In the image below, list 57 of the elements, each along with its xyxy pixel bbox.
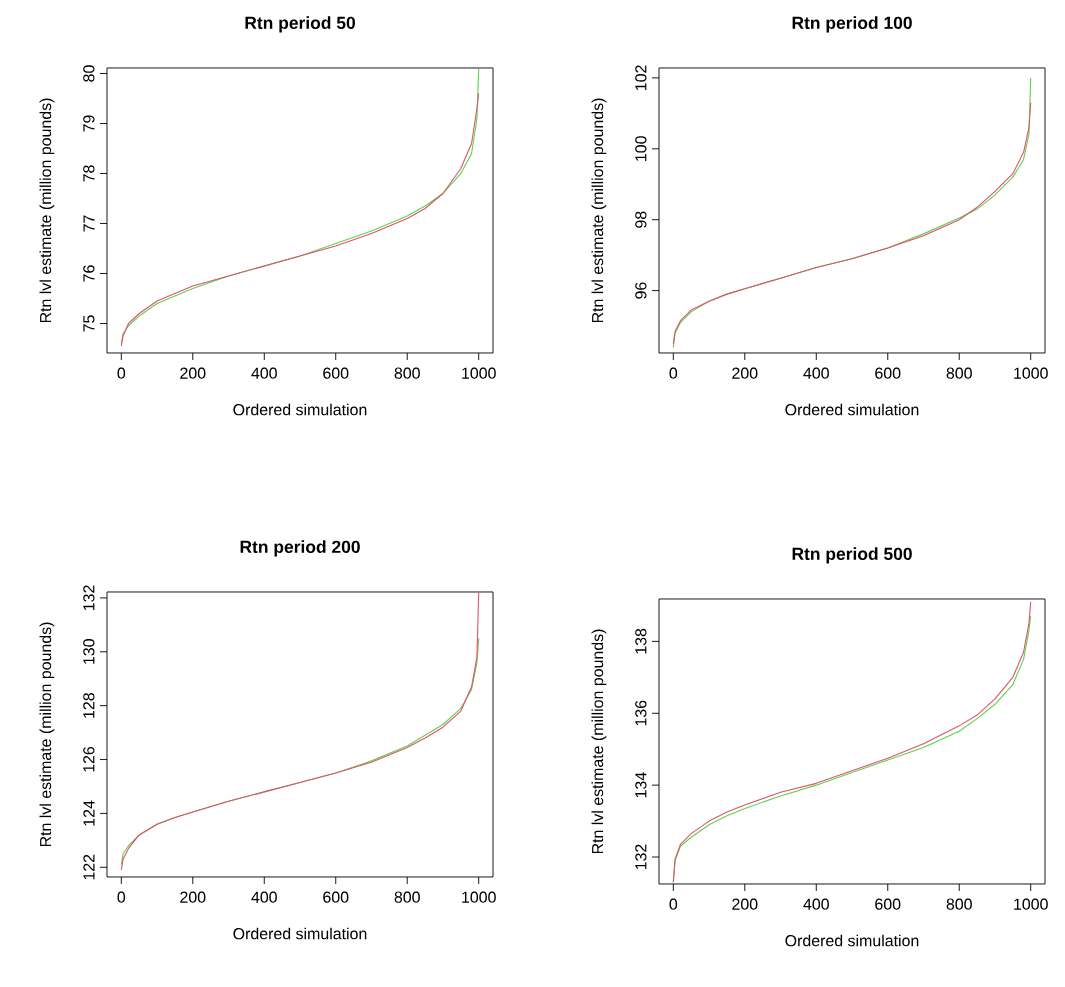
x-tick-label: 600 — [323, 891, 349, 903]
x-tick-label: 200 — [180, 367, 206, 379]
y-tick-label: 76 — [83, 265, 95, 282]
x-tick-label: 0 — [117, 891, 126, 903]
x-axis-title: Ordered simulation — [233, 403, 367, 416]
x-tick-label: 400 — [251, 367, 277, 379]
x-tick-label: 200 — [180, 891, 206, 903]
chart-title: Rtn period 50 — [245, 16, 355, 33]
y-tick-label: 77 — [83, 215, 95, 232]
x-tick-label: 1000 — [462, 367, 496, 379]
y-axis-title: Rtn lvl estimate (million pounds) — [39, 98, 55, 323]
y-tick-label: 132 — [83, 585, 95, 610]
line-series — [120, 591, 480, 871]
y-axis-title: Rtn lvl estimate (million pounds) — [591, 629, 607, 854]
y-tick-label: 126 — [83, 746, 95, 772]
y-tick-label: 96 — [635, 282, 647, 299]
chart-title: Rtn period 200 — [240, 540, 360, 557]
x-tick-label: 600 — [875, 367, 901, 379]
y-tick-label: 130 — [83, 639, 95, 664]
y-tick-label: 80 — [83, 65, 95, 82]
y-tick-label: 136 — [635, 700, 647, 726]
x-tick-label: 0 — [669, 898, 678, 910]
chart-title: Rtn period 100 — [792, 16, 912, 33]
y-axis-title: Rtn lvl estimate (million pounds) — [39, 622, 55, 847]
y-tick-label: 102 — [635, 65, 647, 90]
y-tick-label: 124 — [83, 800, 95, 826]
x-tick-label: 200 — [732, 898, 758, 910]
y-tick-label: 98 — [635, 211, 647, 228]
x-tick-label: 0 — [669, 367, 678, 379]
y-tick-label: 122 — [83, 854, 95, 880]
x-tick-label: 600 — [875, 898, 901, 910]
x-tick-label: 600 — [323, 367, 349, 379]
x-tick-label: 0 — [117, 367, 126, 379]
x-tick-label: 400 — [803, 898, 829, 910]
x-tick-label: 800 — [946, 898, 972, 910]
y-tick-label: 128 — [83, 693, 95, 718]
x-axis-title: Ordered simulation — [785, 403, 919, 416]
x-tick-label: 400 — [251, 891, 277, 903]
y-tick-label: 138 — [635, 628, 647, 654]
x-axis-title: Ordered simulation — [233, 927, 367, 940]
y-tick-label: 100 — [635, 136, 647, 161]
y-tick-label: 78 — [83, 165, 95, 182]
x-tick-label: 800 — [946, 367, 972, 379]
y-axis-title: Rtn lvl estimate (million pounds) — [591, 98, 607, 323]
chart-title: Rtn period 500 — [792, 547, 912, 564]
x-tick-label: 200 — [732, 367, 758, 379]
x-tick-label: 1000 — [462, 891, 496, 903]
y-tick-label: 75 — [83, 315, 95, 332]
x-tick-label: 800 — [394, 367, 420, 379]
y-tick-label: 79 — [83, 115, 95, 132]
x-tick-label: 1000 — [1014, 898, 1048, 910]
x-tick-label: 400 — [803, 367, 829, 379]
x-axis-title: Ordered simulation — [785, 934, 919, 947]
x-tick-label: 800 — [394, 891, 420, 903]
x-tick-label: 1000 — [1014, 367, 1048, 379]
y-tick-label: 132 — [635, 844, 647, 870]
y-tick-label: 134 — [635, 772, 647, 798]
